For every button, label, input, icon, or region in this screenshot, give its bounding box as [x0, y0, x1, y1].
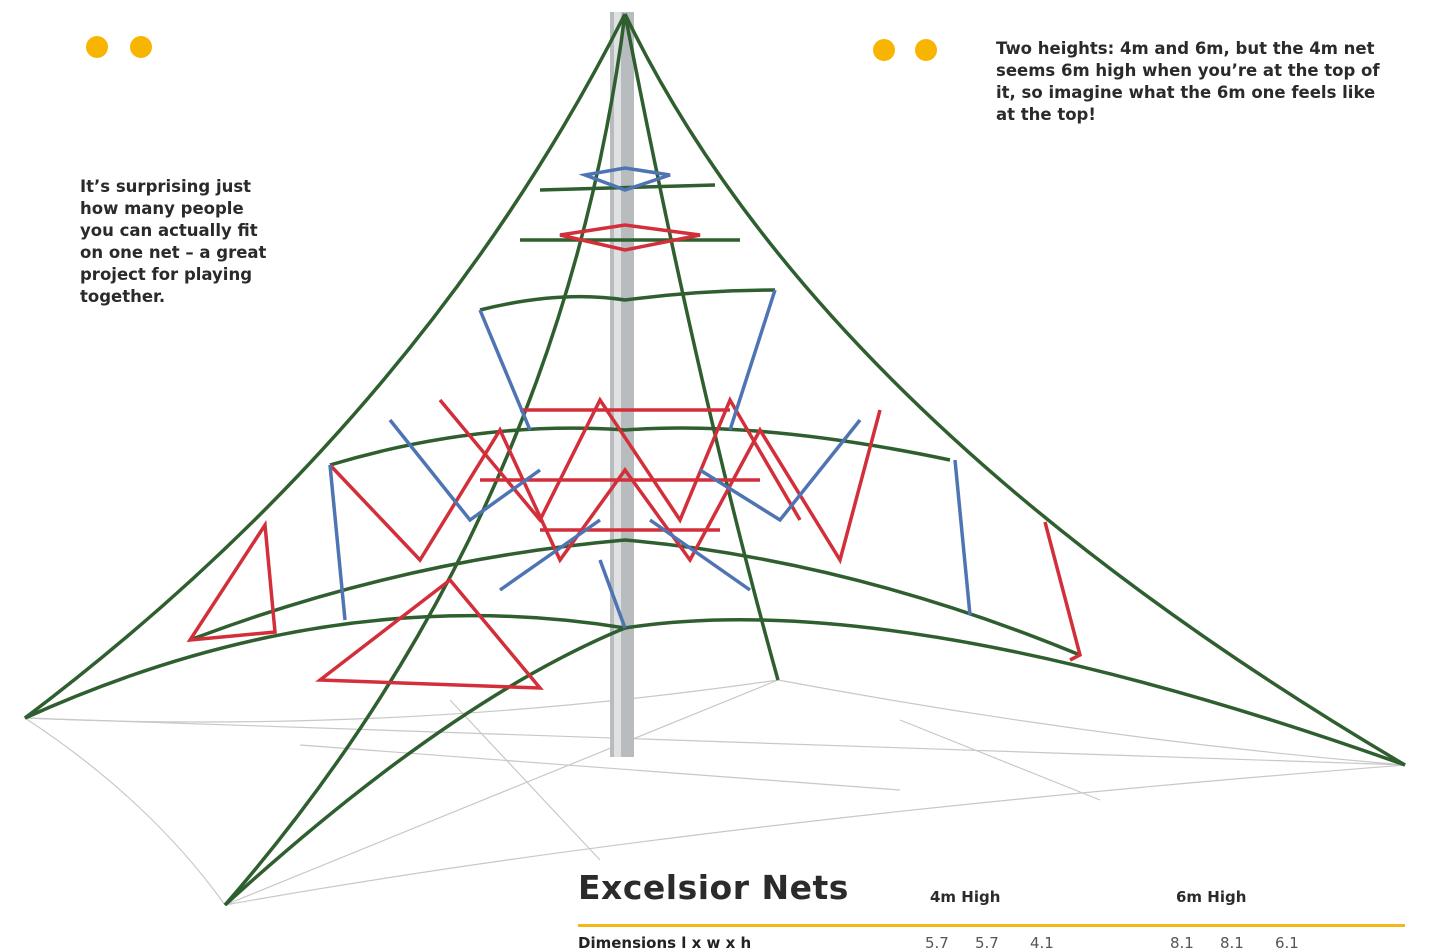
cell: 4.1	[1030, 934, 1054, 952]
column-header: 6m High	[1176, 888, 1246, 906]
pole	[610, 12, 634, 757]
cell: 5.7	[975, 934, 999, 952]
smiley-left	[82, 36, 157, 132]
note: Two heights: 4m and 6m, but the 4m net s…	[996, 38, 1396, 126]
page: {"notes": [ {"text": "It’s surprising ju…	[0, 0, 1437, 944]
illustration	[0, 0, 1437, 944]
cell: 5.7	[925, 934, 949, 952]
note: It’s surprising just how many people you…	[80, 176, 275, 308]
column-header: 4m High	[930, 888, 1000, 906]
red-net	[190, 225, 1080, 688]
cell: 8.1	[1220, 934, 1244, 952]
main-ropes	[25, 14, 1405, 905]
table-title: Excelsior Nets	[578, 868, 849, 907]
cell: 8.1	[1170, 934, 1194, 952]
smiley-right	[868, 39, 944, 136]
divider	[578, 924, 1405, 927]
blue-net	[330, 168, 970, 628]
row-label: Dimensions l x w x h	[578, 934, 751, 952]
cell: 6.1	[1275, 934, 1299, 952]
